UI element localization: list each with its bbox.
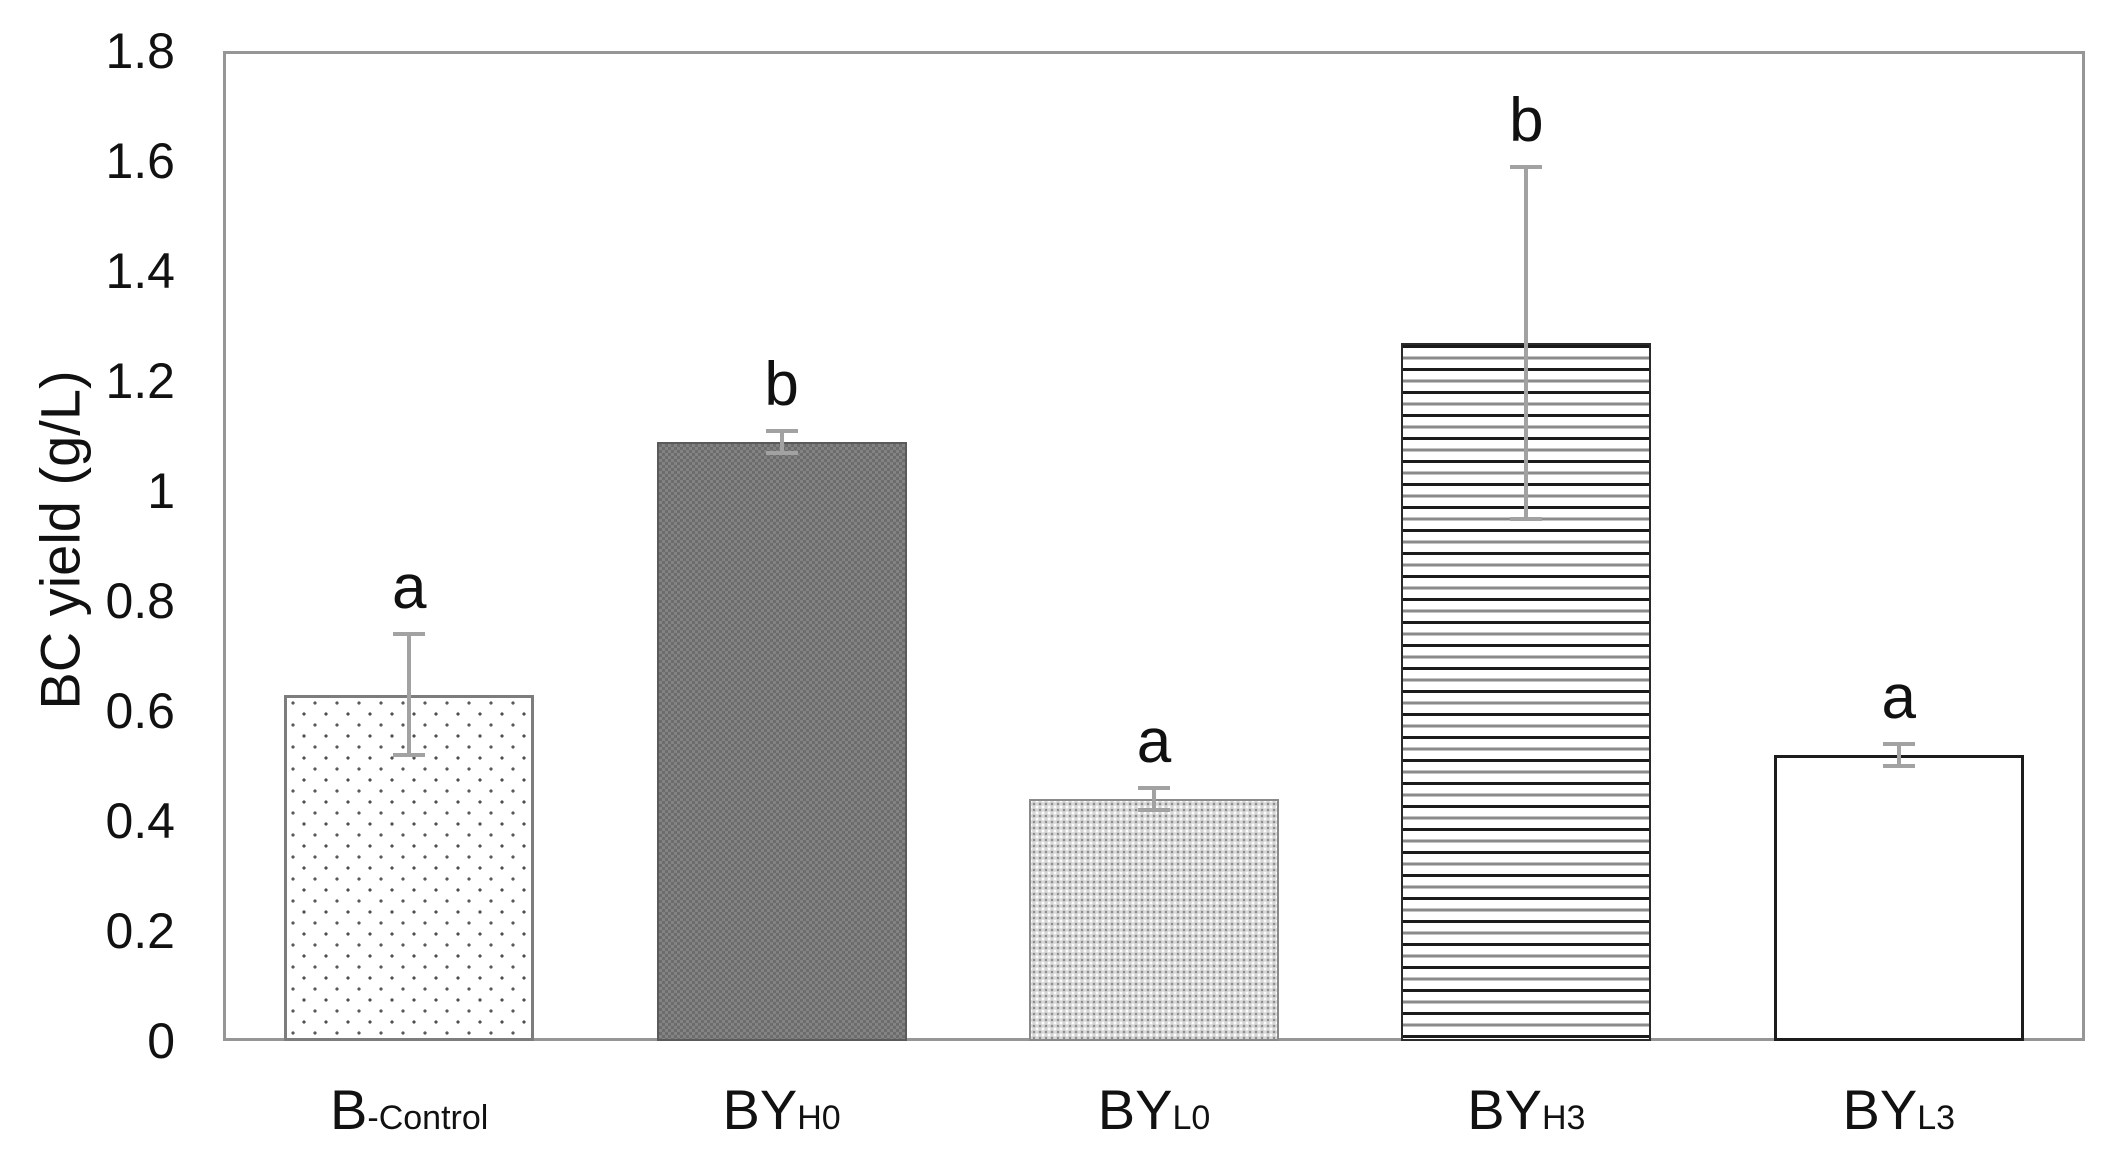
y-tick-label-0.6: 0.6 xyxy=(105,683,175,739)
y-axis-label: BC yield (g/L) xyxy=(28,370,92,710)
bar-BYL3 xyxy=(1773,755,2024,1041)
error-bar-stem xyxy=(1152,788,1156,810)
error-bar-stem xyxy=(1896,744,1901,766)
error-bar-cap-top xyxy=(765,428,798,433)
x-tick-label-BYL3: BYL3 xyxy=(1843,1078,1956,1142)
x-tick-label-main: BY xyxy=(1097,1078,1173,1141)
error-bar-cap-top xyxy=(1138,786,1170,790)
x-tick-label-subscript: H0 xyxy=(797,1099,841,1137)
significance-letter: b xyxy=(1509,85,1544,155)
x-tick-label-B-Control: B-Control xyxy=(330,1078,488,1142)
y-tick-label-1.4: 1.4 xyxy=(105,243,175,299)
y-tick-label-1.6: 1.6 xyxy=(105,133,175,189)
error-bar-cap-top xyxy=(393,632,426,636)
y-tick-label-1: 1 xyxy=(147,463,175,519)
error-bar-cap-top xyxy=(1510,164,1543,169)
x-tick-label-BYL0: BYL0 xyxy=(1098,1078,1211,1142)
x-tick-label-main: BY xyxy=(722,1078,798,1141)
error-bar-cap-bottom xyxy=(765,450,798,455)
significance-letter: b xyxy=(764,349,799,419)
error-bar-cap-bottom xyxy=(1882,764,1915,768)
error-bar-cap-bottom xyxy=(1138,808,1170,812)
x-tick-label-subscript: L0 xyxy=(1172,1099,1211,1137)
y-tick-label-0: 0 xyxy=(147,1013,175,1069)
y-tick-label-0.2: 0.2 xyxy=(105,903,175,959)
x-tick-label-main: B xyxy=(330,1078,368,1141)
x-tick-label-main: BY xyxy=(1842,1078,1918,1141)
x-tick-label-subscript: L3 xyxy=(1917,1099,1956,1137)
error-bar-cap-bottom xyxy=(393,753,426,757)
x-tick-label-BYH0: BYH0 xyxy=(723,1078,841,1142)
error-bar-cap-top xyxy=(1882,742,1915,746)
error-bar-stem xyxy=(1524,166,1529,519)
y-tick-label-0.8: 0.8 xyxy=(105,573,175,629)
error-bar-stem xyxy=(407,634,412,755)
bar-B-Control xyxy=(284,694,535,1041)
error-bar-cap-bottom xyxy=(1510,516,1543,521)
error-bar-stem xyxy=(779,430,784,453)
bar-BYL0 xyxy=(1029,799,1279,1041)
bar-BYH0 xyxy=(656,441,907,1041)
x-tick-label-subscript: -Control xyxy=(367,1099,489,1137)
x-tick-label-subscript: H3 xyxy=(1542,1099,1586,1137)
significance-letter: a xyxy=(1136,707,1172,776)
x-tick-label-BYH3: BYH3 xyxy=(1467,1078,1585,1142)
x-tick-label-main: BY xyxy=(1467,1078,1543,1141)
significance-letter: a xyxy=(391,553,427,622)
y-tick-label-1.8: 1.8 xyxy=(105,23,175,79)
significance-letter: a xyxy=(1881,663,1917,732)
y-tick-label-0.4: 0.4 xyxy=(105,793,175,849)
y-tick-label-1.2: 1.2 xyxy=(105,353,175,409)
